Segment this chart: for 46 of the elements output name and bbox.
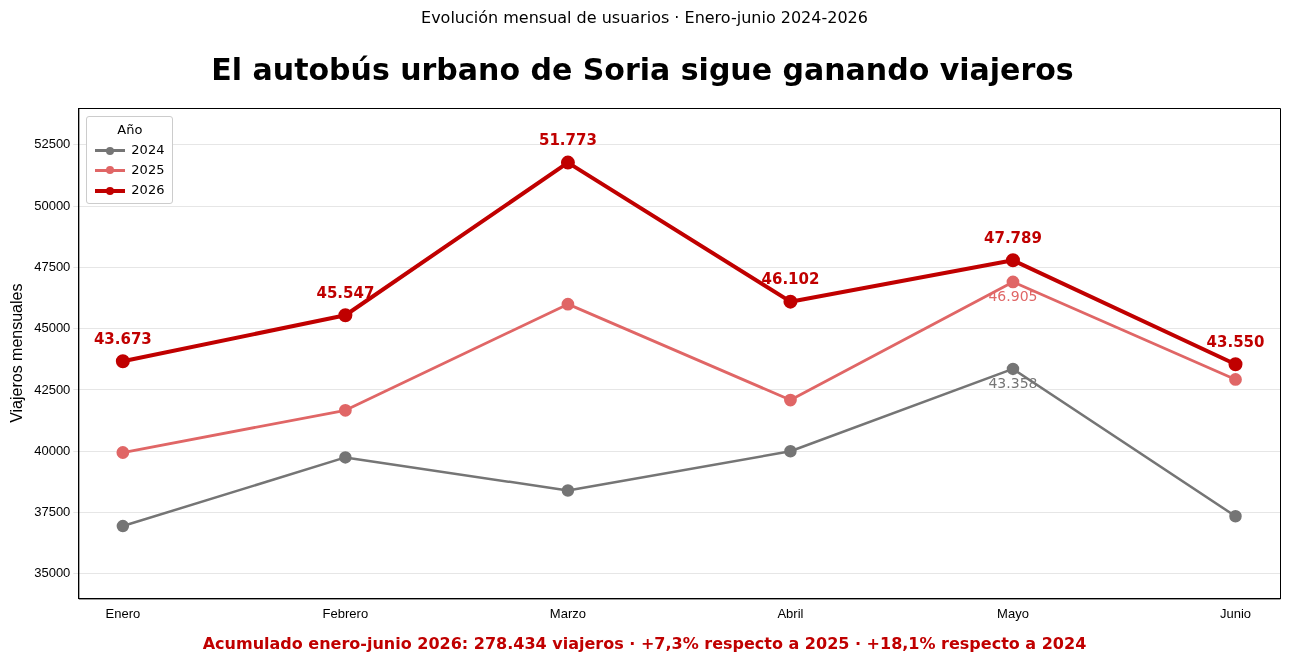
point (1006, 275, 1020, 289)
x-tick-label: Junio (1219, 605, 1252, 621)
data-label: 43.673 (93, 329, 152, 348)
point (116, 446, 130, 459)
y-tick-label: 35000 (34, 565, 71, 581)
y-tick-label: 42500 (34, 381, 71, 397)
legend-label: 2025 (130, 161, 165, 179)
y-tick-label: 45000 (34, 320, 71, 336)
data-label: 45.547 (316, 283, 375, 302)
point (1229, 510, 1242, 523)
point (784, 393, 797, 407)
y-tick-label: 47500 (34, 258, 71, 274)
point (784, 445, 797, 458)
data-label: 43.550 (1206, 332, 1265, 351)
legend-label: 2024 (130, 141, 165, 159)
point (561, 297, 575, 311)
chart-title: El autobús urbano de Soria sigue ganando viajeros (211, 51, 1074, 87)
point (1005, 253, 1020, 268)
legend-title: Año (116, 121, 144, 139)
point (783, 294, 798, 309)
point (561, 484, 575, 497)
point (560, 155, 575, 170)
y-tick-label: 52500 (34, 136, 71, 152)
x-tick-label: Febrero (322, 605, 369, 621)
x-tick-label: Enero (105, 605, 141, 621)
y-tick-label: 50000 (34, 197, 71, 213)
x-tick-label: Mayo (997, 605, 1029, 621)
x-tick-label: Abril (777, 605, 804, 621)
legend-label: 2026 (130, 181, 165, 199)
point (338, 308, 353, 323)
y-tick-label: 37500 (34, 504, 71, 520)
data-label: 46.102 (761, 270, 820, 289)
text: Acumulado enero-junio 2026: 278.434 viajeros · +7,3% respecto a 2025 · +18,1% respecto a 2024 (201, 634, 1088, 653)
point (1006, 362, 1020, 376)
data-label: 47.789 (984, 228, 1042, 247)
chart-subtitle: Evolución mensual de usuarios · Enero-junio 2024-2026 (420, 8, 869, 27)
point (116, 519, 130, 533)
y-tick-label: 40000 (34, 442, 71, 458)
data-label: 51.773 (538, 131, 597, 149)
point (339, 451, 352, 464)
point (115, 354, 130, 369)
point (338, 403, 352, 417)
point (1229, 373, 1242, 386)
x-tick-label: Marzo (549, 605, 586, 621)
point (1228, 357, 1243, 372)
y-axis-title: Viajeros mensuales (8, 283, 26, 423)
